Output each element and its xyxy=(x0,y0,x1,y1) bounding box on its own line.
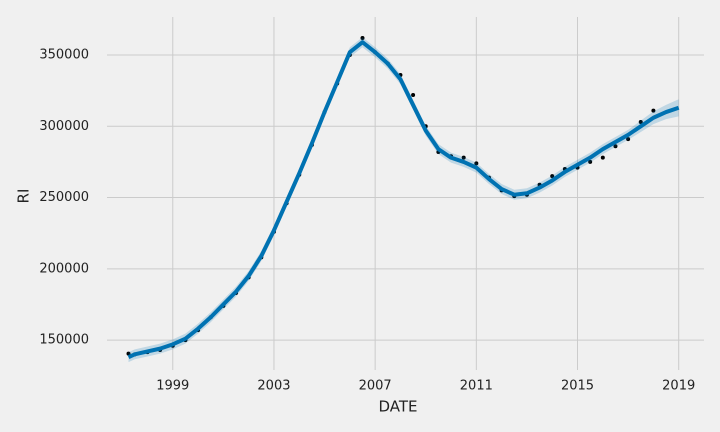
y-tick-label: 150000 xyxy=(39,333,89,348)
observed-point xyxy=(638,120,643,125)
y-tick-label: 250000 xyxy=(39,190,89,205)
observed-point xyxy=(461,155,466,160)
observed-point xyxy=(360,35,365,40)
observed-point xyxy=(613,144,618,149)
observed-point xyxy=(588,159,593,164)
observed-point xyxy=(651,108,656,113)
x-tick-label: 2003 xyxy=(257,379,290,394)
y-axis-label: RI xyxy=(15,189,33,204)
y-tick-label: 300000 xyxy=(39,119,89,134)
x-tick-label: 2019 xyxy=(662,379,695,394)
y-tick-label: 200000 xyxy=(39,261,89,276)
observed-point xyxy=(626,137,631,142)
x-axis-label: DATE xyxy=(378,398,417,416)
x-tick-label: 2011 xyxy=(460,379,493,394)
x-tick-label: 1999 xyxy=(156,379,189,394)
observed-point xyxy=(550,174,555,179)
x-tick-label: 2015 xyxy=(561,379,594,394)
y-tick-label: 350000 xyxy=(39,48,89,63)
x-tick-label: 2007 xyxy=(359,379,392,394)
observed-point xyxy=(600,155,605,160)
forecast-line xyxy=(127,40,680,359)
observed-point xyxy=(411,92,416,97)
observed-point xyxy=(474,161,479,166)
